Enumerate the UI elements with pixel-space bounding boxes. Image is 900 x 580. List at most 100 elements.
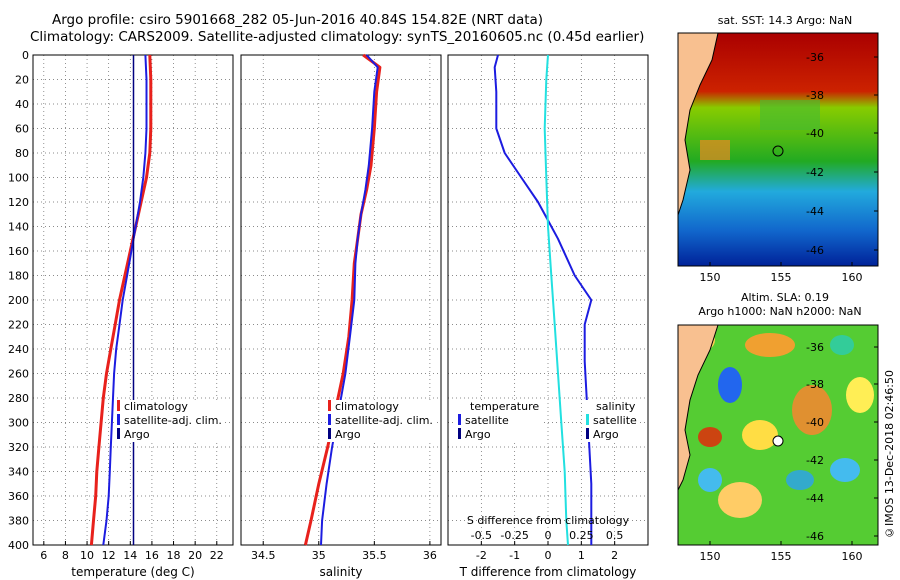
- map-lat-label: -44: [806, 492, 824, 505]
- x2-tick-label: 0.5: [606, 529, 624, 542]
- series-line: [89, 54, 153, 546]
- legend-swatch: [328, 400, 331, 411]
- legend-label: satellite: [465, 414, 509, 427]
- x-tick-label: 0: [545, 549, 552, 562]
- legend-header: temperature: [470, 400, 540, 413]
- x-tick-label: 20: [188, 549, 202, 562]
- difference-temp-legend: temperature satellite Argo: [456, 400, 542, 442]
- y-tick-label: 400: [8, 539, 29, 552]
- legend-swatch: [117, 428, 120, 439]
- x2-tick-label: 0.25: [569, 529, 594, 542]
- imos-footer: ©IMOS 13-Dec-2018 02:46:50: [883, 370, 896, 539]
- legend-swatch: [586, 414, 589, 425]
- plot-frame: [240, 54, 442, 546]
- map-lat-label: -46: [806, 530, 824, 543]
- x-tick-label: 16: [145, 549, 159, 562]
- map-lat-label: -42: [806, 454, 824, 467]
- map-lat-label: -44: [806, 205, 824, 218]
- series-line: [320, 54, 379, 546]
- x-axis-label: temperature (deg C): [71, 565, 194, 579]
- legend-item: climatology: [117, 400, 222, 414]
- x-tick-label: 2: [611, 549, 618, 562]
- salinity-panel: 34.5 35 35.5 36 salinity: [240, 53, 442, 579]
- x-tick-label: 1: [578, 549, 585, 562]
- x-tick-label: 8: [62, 549, 69, 562]
- legend-swatch: [458, 428, 461, 439]
- y-tick-label: 180: [8, 270, 29, 283]
- legend-label: satellite: [593, 414, 637, 427]
- map-lon-label: 155: [771, 271, 792, 284]
- series-line: [303, 53, 382, 546]
- legend-label: Argo: [593, 428, 619, 441]
- legend-item: satellite: [586, 414, 637, 428]
- y-tick-label: 160: [8, 245, 29, 258]
- sst-map-label: sat. SST: 14.3 Argo: NaN: [717, 14, 853, 27]
- x-axis-label: salinity: [319, 565, 362, 579]
- legend-swatch: [328, 414, 331, 425]
- legend-label: climatology: [124, 400, 188, 413]
- temperature-legend: climatology satellite-adj. clim. Argo: [115, 400, 224, 442]
- series-line: [493, 54, 593, 545]
- legend-item: Argo: [458, 428, 539, 442]
- map-lat-label: -38: [806, 89, 824, 102]
- legend-item: Argo: [586, 428, 637, 442]
- y-tick-label: 100: [8, 172, 29, 185]
- map-axis-ticks: 150 155 160 150 155 160 -36 -36 -38 -38 -40 -40 -42 -…: [700, 51, 878, 563]
- x-tick-label: -1: [509, 549, 520, 562]
- x-tick-label: 12: [102, 549, 116, 562]
- x-tick-label: 6: [40, 549, 47, 562]
- map-lat-label: -40: [806, 127, 824, 140]
- y-tick-label: 20: [15, 74, 29, 87]
- map-lat-label: -38: [806, 378, 824, 391]
- map-lat-label: -42: [806, 166, 824, 179]
- legend-item: Argo: [328, 428, 433, 442]
- series-line: [102, 54, 148, 546]
- y-tick-label: 260: [8, 368, 29, 381]
- legend-label: Argo: [465, 428, 491, 441]
- x2-axis-label: S difference from climatology: [467, 514, 630, 527]
- x-axis-label: T difference from climatology: [459, 565, 637, 579]
- legend-label: climatology: [335, 400, 399, 413]
- series-line: [543, 54, 569, 546]
- legend-swatch: [458, 414, 461, 425]
- x-tick-label: -2: [476, 549, 487, 562]
- map-lat-label: -40: [806, 416, 824, 429]
- y-tick-label: 300: [8, 417, 29, 430]
- y-tick-label: 40: [15, 98, 29, 111]
- sla-map-label-1: Altim. SLA: 0.19: [740, 291, 830, 304]
- salinity-legend: climatology satellite-adj. clim. Argo: [326, 400, 435, 442]
- x-tick-label: 18: [167, 549, 181, 562]
- map-lat-label: -36: [806, 51, 824, 64]
- map-lon-label: 160: [842, 271, 863, 284]
- map-lat-label: -36: [806, 341, 824, 354]
- difference-panel: -2 -1 0 1 2 T difference from climatology S di…: [447, 54, 649, 579]
- y-tick-label: 320: [8, 441, 29, 454]
- legend-item: climatology: [328, 400, 433, 414]
- sst-map: [677, 32, 879, 267]
- y-tick-label: 360: [8, 490, 29, 503]
- chart-title-line-1: Argo profile: csiro 5901668_282 05-Jun-2…: [52, 12, 544, 28]
- x2-tick-label: -0.5: [471, 529, 492, 542]
- legend-item: satellite-adj. clim.: [117, 414, 222, 428]
- y-tick-label: 200: [8, 294, 29, 307]
- legend-swatch: [586, 428, 589, 439]
- map-lon-label: 155: [771, 550, 792, 563]
- temperature-panel: 6 8 10 12 14 16 18 20 22 temperature (deg C) 0 20 40…: [8, 49, 234, 579]
- legend-label: Argo: [124, 428, 150, 441]
- x-tick-label: 22: [210, 549, 224, 562]
- sla-map: [677, 324, 879, 546]
- y-tick-label: 280: [8, 392, 29, 405]
- legend-item: satellite: [458, 414, 539, 428]
- y-tick-label: 220: [8, 319, 29, 332]
- sla-map-label-2: Argo h1000: NaN h2000: NaN: [698, 305, 862, 318]
- y-tick-label: 340: [8, 466, 29, 479]
- x-tick-label: 10: [80, 549, 94, 562]
- x-tick-label: 36: [423, 549, 437, 562]
- legend-swatch: [117, 414, 120, 425]
- x-tick-label: 35: [312, 549, 326, 562]
- map-lon-label: 160: [842, 550, 863, 563]
- legend-header: salinity: [596, 400, 636, 413]
- map-lon-label: 150: [700, 271, 721, 284]
- legend-label: satellite-adj. clim.: [124, 414, 222, 427]
- x-tick-label: 35.5: [362, 549, 387, 562]
